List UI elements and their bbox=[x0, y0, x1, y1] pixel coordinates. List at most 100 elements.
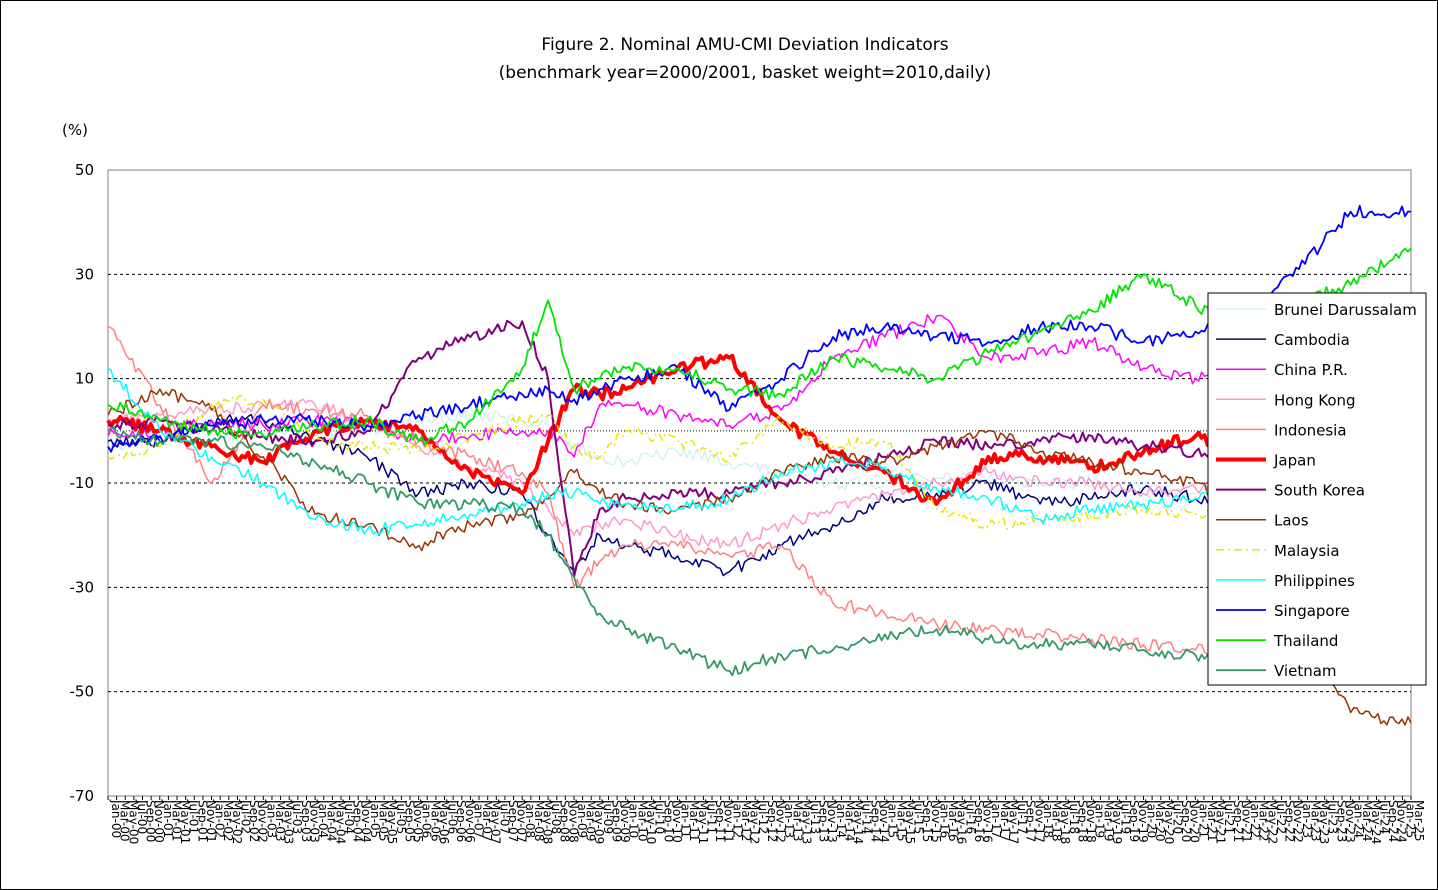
x-tick-label: Sep-21 bbox=[1231, 800, 1245, 842]
x-tick-label: Mar-14 bbox=[842, 800, 856, 841]
x-tick-label: Jul-08 bbox=[549, 799, 563, 834]
x-tick-label: Jan-12 bbox=[730, 799, 744, 838]
x-tick-label: Jan-13 bbox=[782, 799, 796, 838]
x-tick-label: Mar-17 bbox=[998, 800, 1012, 841]
x-tick-label: Jul-12 bbox=[756, 799, 770, 834]
x-tick-label: Jan-22 bbox=[1248, 799, 1262, 838]
series-line-cambodia bbox=[107, 413, 1248, 577]
x-tick-label: Mar-01 bbox=[169, 800, 183, 841]
x-tick-label: Jan-20 bbox=[1144, 799, 1158, 838]
x-tick-label: May-17 bbox=[1006, 800, 1020, 844]
x-tick-label: Nov-10 bbox=[670, 800, 684, 843]
x-tick-label: Mar-21 bbox=[1205, 800, 1219, 841]
x-tick-label: Nov-00 bbox=[152, 800, 166, 843]
x-tick-label: May-13 bbox=[799, 800, 813, 844]
series-line-japan bbox=[106, 353, 1249, 506]
series-line-philippines bbox=[107, 367, 1248, 536]
y-axis-ticks: -70 -50 -30 -10 10 30 50 bbox=[70, 161, 95, 805]
legend-label: Hong Kong bbox=[1274, 391, 1356, 409]
x-tick-label: Jul-03 bbox=[290, 799, 304, 834]
x-tick-label: Jan-02 bbox=[213, 799, 227, 838]
legend-label: South Korea bbox=[1274, 482, 1365, 500]
x-tick-label: Sep-15 bbox=[920, 800, 934, 842]
series-line-vietnam bbox=[107, 426, 1249, 677]
series-lines bbox=[106, 204, 1412, 726]
x-tick-label: Jan-25 bbox=[1403, 799, 1417, 838]
x-tick-label: Nov-17 bbox=[1032, 800, 1046, 843]
x-tick-label: Jul-22 bbox=[1274, 799, 1288, 834]
x-tick-label: Sep-16 bbox=[972, 800, 986, 842]
x-tick-label: Sep-01 bbox=[195, 800, 209, 842]
x-tick-label: May-11 bbox=[696, 800, 710, 844]
legend-label: Philippines bbox=[1274, 572, 1355, 590]
x-tick-label: May-19 bbox=[1110, 800, 1124, 844]
x-tick-label: Mar-07 bbox=[480, 800, 494, 841]
x-tick-label: Jan-03 bbox=[264, 799, 278, 838]
x-tick-label: Sep-03 bbox=[299, 800, 313, 842]
series-line-thailand bbox=[107, 247, 1412, 446]
x-tick-label: Nov-04 bbox=[359, 800, 373, 843]
x-tick-label: May-08 bbox=[540, 800, 554, 844]
y-tick-label: 10 bbox=[75, 370, 94, 388]
x-tick-label: Mar-20 bbox=[1153, 800, 1167, 841]
x-tick-label: Sep-00 bbox=[144, 800, 158, 842]
x-tick-label: Jul-18 bbox=[1067, 799, 1081, 834]
x-tick-label: Mar-24 bbox=[1360, 800, 1374, 841]
x-tick-label: Nov-07 bbox=[515, 800, 529, 843]
x-tick-label: Jul-02 bbox=[238, 799, 252, 834]
x-tick-label: Jan-10 bbox=[627, 799, 641, 838]
x-tick-label: Nov-19 bbox=[1136, 800, 1150, 843]
x-tick-label: Nov-08 bbox=[566, 800, 580, 843]
x-tick-label: Jan-01 bbox=[161, 799, 175, 838]
legend-label: Singapore bbox=[1274, 602, 1350, 620]
gridlines bbox=[108, 273, 1411, 693]
x-tick-label: Mar-12 bbox=[739, 800, 753, 841]
x-tick-label: Jul-01 bbox=[187, 799, 201, 834]
x-tick-label: Jul-07 bbox=[497, 799, 511, 834]
x-tick-label: May-21 bbox=[1214, 800, 1228, 844]
x-tick-label: Nov-24 bbox=[1395, 800, 1409, 843]
x-tick-label: Mar-03 bbox=[273, 800, 287, 841]
x-tick-label: Sep-17 bbox=[1024, 800, 1038, 842]
x-tick-label: Sep-07 bbox=[506, 800, 520, 842]
x-tick-label: Jan-15 bbox=[886, 799, 900, 838]
x-axis-ticks: Jan-00Mar-00May-00Jul-00Sep-00Nov-00Jan-… bbox=[107, 796, 1426, 844]
x-tick-label: May-15 bbox=[903, 800, 917, 844]
x-tick-label: Sep-08 bbox=[558, 800, 572, 842]
x-tick-label: Jul-20 bbox=[1170, 799, 1184, 834]
x-tick-label: May-03 bbox=[282, 800, 296, 844]
x-tick-label: Sep-14 bbox=[868, 800, 882, 842]
x-tick-label: Nov-11 bbox=[722, 800, 736, 843]
x-tick-label: May-02 bbox=[230, 800, 244, 844]
x-tick-label: Nov-09 bbox=[618, 800, 632, 843]
series-line-hong-kong bbox=[107, 398, 1248, 549]
legend-label: Cambodia bbox=[1274, 331, 1350, 349]
x-tick-label: Nov-16 bbox=[981, 800, 995, 843]
x-tick-label: Jul-23 bbox=[1326, 799, 1340, 834]
x-tick-label: Nov-21 bbox=[1239, 800, 1253, 843]
x-tick-label: Jan-00 bbox=[109, 799, 123, 838]
x-tick-label: May-01 bbox=[178, 800, 192, 844]
x-tick-label: Mar-04 bbox=[325, 800, 339, 841]
x-tick-label: Sep-23 bbox=[1334, 800, 1348, 842]
x-tick-label: Sep-05 bbox=[402, 800, 416, 842]
x-tick-label: Jul-06 bbox=[446, 799, 460, 834]
legend-label: Thailand bbox=[1273, 632, 1338, 650]
x-tick-label: Sep-06 bbox=[454, 800, 468, 842]
x-tick-label: Jul-00 bbox=[135, 799, 149, 834]
x-tick-label: Jan-19 bbox=[1093, 799, 1107, 838]
x-tick-label: Jul-21 bbox=[1222, 799, 1236, 834]
x-tick-label: May-18 bbox=[1058, 800, 1072, 844]
x-tick-label: May-12 bbox=[748, 800, 762, 844]
x-tick-label: Nov-18 bbox=[1084, 800, 1098, 843]
x-tick-label: Jan-18 bbox=[1041, 799, 1055, 838]
x-tick-label: Jul-13 bbox=[808, 799, 822, 834]
x-tick-label: Nov-06 bbox=[463, 800, 477, 843]
x-tick-label: Sep-12 bbox=[765, 800, 779, 842]
x-tick-label: Mar-16 bbox=[946, 800, 960, 841]
x-tick-label: Nov-15 bbox=[929, 800, 943, 843]
x-tick-label: Sep-02 bbox=[247, 800, 261, 842]
x-tick-label: Sep-10 bbox=[661, 800, 675, 842]
x-tick-label: Nov-20 bbox=[1188, 800, 1202, 843]
